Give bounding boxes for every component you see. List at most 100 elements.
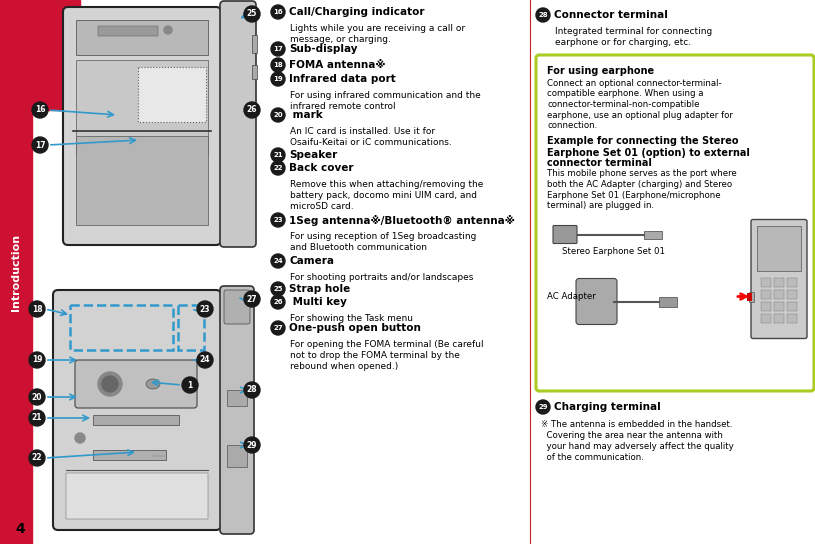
- Bar: [774, 277, 784, 287]
- Text: Charging terminal: Charging terminal: [554, 402, 661, 412]
- Text: Call/Charging indicator: Call/Charging indicator: [289, 7, 425, 17]
- FancyBboxPatch shape: [536, 55, 814, 391]
- Text: and Bluetooth communication: and Bluetooth communication: [290, 243, 427, 252]
- Circle shape: [271, 295, 285, 309]
- Text: 27: 27: [273, 325, 283, 331]
- Circle shape: [29, 301, 45, 317]
- Text: 23: 23: [273, 217, 283, 223]
- Bar: [757, 226, 801, 270]
- Bar: [787, 289, 797, 299]
- Bar: [761, 289, 771, 299]
- Bar: [93, 450, 166, 460]
- FancyBboxPatch shape: [75, 360, 197, 408]
- Text: 25: 25: [247, 9, 258, 18]
- Bar: [76, 136, 208, 225]
- Text: Covering the area near the antenna with: Covering the area near the antenna with: [541, 431, 723, 440]
- Circle shape: [29, 410, 45, 426]
- Circle shape: [102, 376, 118, 392]
- Text: microSD card.: microSD card.: [290, 202, 354, 211]
- Bar: [761, 313, 771, 323]
- Bar: [774, 289, 784, 299]
- Bar: [227, 390, 247, 406]
- Circle shape: [271, 58, 285, 72]
- FancyBboxPatch shape: [576, 279, 617, 325]
- Bar: [749, 292, 754, 301]
- Text: For using reception of 1Seg broadcasting: For using reception of 1Seg broadcasting: [290, 232, 477, 241]
- Text: compatible earphone. When using a: compatible earphone. When using a: [547, 90, 703, 98]
- Text: 16: 16: [273, 9, 283, 15]
- Bar: [76, 20, 208, 55]
- Bar: [76, 60, 208, 154]
- FancyBboxPatch shape: [53, 290, 221, 530]
- Bar: [761, 277, 771, 287]
- Text: Strap hole: Strap hole: [289, 284, 350, 294]
- Bar: [252, 65, 257, 79]
- Circle shape: [244, 6, 260, 22]
- FancyBboxPatch shape: [553, 226, 577, 244]
- Bar: [787, 301, 797, 311]
- Bar: [747, 293, 752, 300]
- Circle shape: [271, 108, 285, 122]
- Text: For opening the FOMA terminal (Be careful: For opening the FOMA terminal (Be carefu…: [290, 340, 483, 349]
- Text: 21: 21: [273, 152, 283, 158]
- Text: 19: 19: [32, 355, 42, 364]
- Text: connection.: connection.: [547, 121, 597, 130]
- Text: Earphone Set 01 (Earphone/microphone: Earphone Set 01 (Earphone/microphone: [547, 190, 720, 200]
- Circle shape: [271, 5, 285, 19]
- Circle shape: [244, 291, 260, 307]
- Text: 18: 18: [32, 305, 42, 313]
- Text: 18: 18: [273, 62, 283, 68]
- Circle shape: [29, 352, 45, 368]
- Text: 22: 22: [273, 165, 283, 171]
- Bar: [761, 301, 771, 311]
- Bar: [178, 305, 204, 350]
- Bar: [98, 26, 158, 36]
- Text: battery pack, docomo mini UIM card, and: battery pack, docomo mini UIM card, and: [290, 191, 477, 200]
- Text: 27: 27: [247, 294, 258, 304]
- FancyBboxPatch shape: [751, 219, 807, 338]
- Circle shape: [271, 161, 285, 175]
- Text: Connector terminal: Connector terminal: [554, 10, 667, 20]
- Circle shape: [197, 301, 213, 317]
- Circle shape: [271, 42, 285, 56]
- Text: This mobile phone serves as the port where: This mobile phone serves as the port whe…: [547, 170, 737, 178]
- Text: Integrated terminal for connecting: Integrated terminal for connecting: [555, 27, 712, 36]
- Circle shape: [98, 372, 122, 396]
- Bar: [138, 67, 206, 122]
- Text: 26: 26: [247, 106, 258, 114]
- Bar: [93, 415, 179, 425]
- Text: Back cover: Back cover: [289, 163, 354, 173]
- Text: not to drop the FOMA terminal by the: not to drop the FOMA terminal by the: [290, 351, 460, 360]
- Circle shape: [536, 400, 550, 414]
- Circle shape: [271, 213, 285, 227]
- Circle shape: [536, 8, 550, 22]
- Text: infrared remote control: infrared remote control: [290, 102, 395, 111]
- Text: connector-terminal-non-compatible: connector-terminal-non-compatible: [547, 100, 699, 109]
- Bar: [66, 473, 208, 519]
- Bar: [644, 231, 662, 238]
- FancyBboxPatch shape: [220, 1, 256, 247]
- Text: earphone or for charging, etc.: earphone or for charging, etc.: [555, 38, 691, 47]
- Ellipse shape: [146, 379, 160, 389]
- Circle shape: [197, 352, 213, 368]
- Circle shape: [75, 433, 85, 443]
- Text: of the communication.: of the communication.: [541, 453, 644, 462]
- Text: FOMA antenna※: FOMA antenna※: [289, 60, 385, 70]
- Text: 29: 29: [538, 404, 548, 410]
- Circle shape: [271, 148, 285, 162]
- Text: ※ The antenna is embedded in the handset.: ※ The antenna is embedded in the handset…: [541, 420, 733, 429]
- Text: Osaifu-Keitai or iC communications.: Osaifu-Keitai or iC communications.: [290, 138, 452, 147]
- Text: For showing the Task menu: For showing the Task menu: [290, 314, 413, 323]
- Text: AC Adapter: AC Adapter: [547, 292, 596, 301]
- Circle shape: [29, 450, 45, 466]
- Bar: [659, 296, 677, 306]
- Circle shape: [32, 102, 48, 118]
- Bar: [787, 313, 797, 323]
- Text: Multi key: Multi key: [289, 297, 347, 307]
- Text: 28: 28: [247, 386, 258, 394]
- Bar: [227, 445, 247, 467]
- Text: 4: 4: [15, 522, 25, 536]
- Text: 21: 21: [32, 413, 42, 423]
- Text: mark: mark: [289, 110, 323, 120]
- Text: Remove this when attaching/removing the: Remove this when attaching/removing the: [290, 180, 483, 189]
